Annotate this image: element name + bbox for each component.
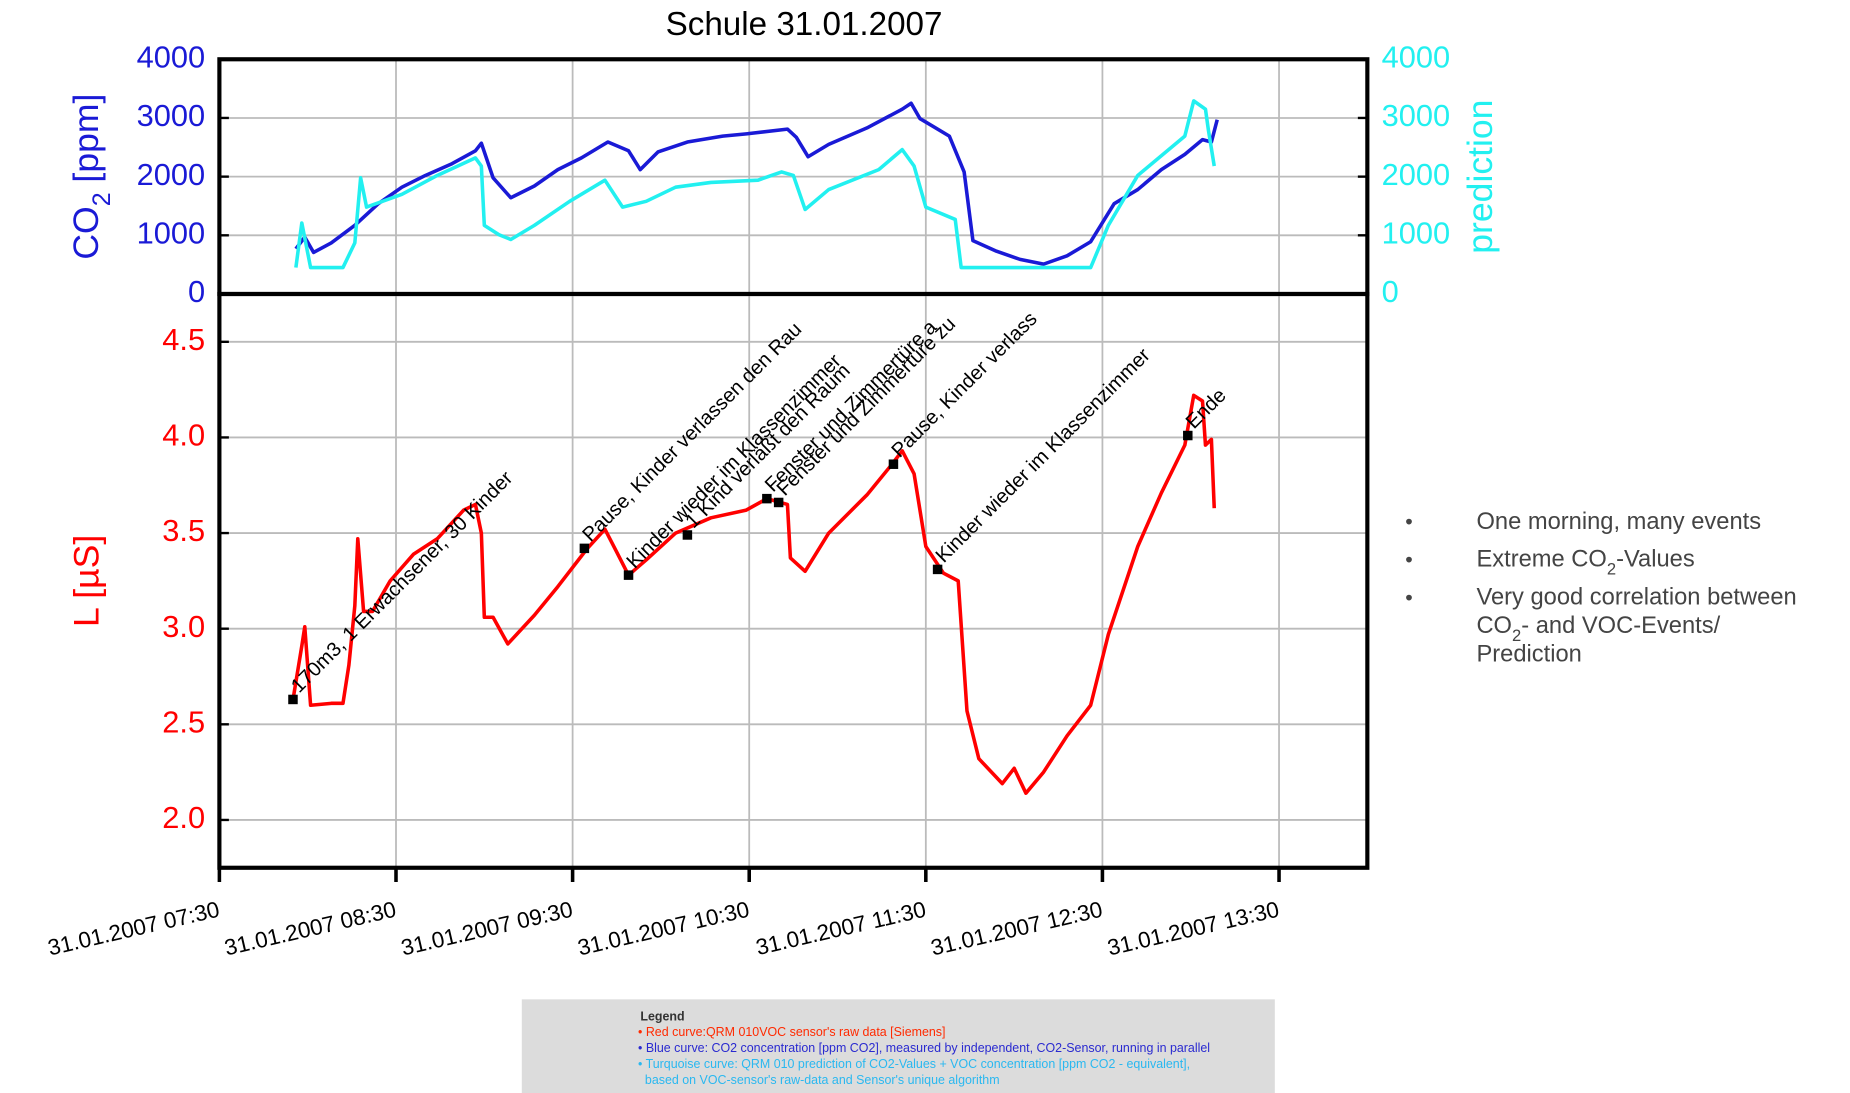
text-segment: Very good correlation between xyxy=(1476,585,1796,611)
text-segment: One morning, many events xyxy=(1476,509,1761,535)
series-line xyxy=(291,393,1217,795)
x-tick-label: 31.01.2007 09:30 xyxy=(399,897,575,961)
event-marker xyxy=(1183,430,1193,441)
y-tick-label: 0 xyxy=(188,274,205,309)
y-axis-label: L [µS] xyxy=(66,535,106,627)
note-text: One morning, many events xyxy=(1476,509,1761,535)
event-marker xyxy=(288,694,298,705)
text-segment: [ppm] xyxy=(66,94,106,193)
bullet: • xyxy=(1405,547,1412,571)
y-tick-label: 3.0 xyxy=(162,609,205,644)
subscript: 2 xyxy=(88,192,116,206)
legend-line: • Red curve:QRM 010VOC sensor's raw data… xyxy=(638,1025,945,1039)
x-tick-label: 31.01.2007 10:30 xyxy=(575,897,751,961)
chart-title: Schule 31.01.2007 xyxy=(666,6,943,43)
y2-tick-label: 3000 xyxy=(1382,98,1451,133)
bullet: • xyxy=(1405,585,1412,609)
y-tick-label: 4.0 xyxy=(162,418,205,453)
x-tick-label: 31.01.2007 08:30 xyxy=(222,897,398,961)
y-tick-label: 2.5 xyxy=(162,704,205,739)
y-tick-label: 4000 xyxy=(137,39,206,74)
y2-tick-label: 2000 xyxy=(1382,157,1451,192)
y-tick-label: 4.5 xyxy=(162,322,205,357)
series-line xyxy=(294,99,1216,270)
series-line xyxy=(294,101,1219,266)
subscript: 2 xyxy=(1512,626,1521,645)
event-marker xyxy=(773,497,784,508)
legend-line: • Blue curve: CO2 concentration [ppm CO2… xyxy=(638,1041,1210,1055)
text-segment: CO xyxy=(1476,613,1512,639)
plot-frame xyxy=(217,291,1370,870)
text-segment: -Values xyxy=(1616,547,1695,573)
x-tick-label: 31.01.2007 11:30 xyxy=(753,897,928,960)
text-segment: Extreme CO xyxy=(1476,547,1606,573)
legend-box xyxy=(521,999,1275,1093)
legend-line: based on VOC-sensor's raw-data and Senso… xyxy=(638,1073,1000,1087)
y-tick-label: 3.5 xyxy=(162,513,205,548)
y-tick-label: 1000 xyxy=(137,215,206,250)
event-marker xyxy=(932,564,943,575)
y-tick-label: 2000 xyxy=(137,157,206,192)
legend-line: • Turquoise curve: QRM 010 prediction of… xyxy=(638,1057,1190,1071)
text-segment: Prediction xyxy=(1476,642,1581,668)
y-tick-label: 2.0 xyxy=(162,800,205,835)
event-marker xyxy=(682,530,693,540)
y-axis-label: CO2 [ppm] xyxy=(66,94,115,260)
y2-axis-label: prediction xyxy=(1460,100,1500,254)
event-marker xyxy=(888,459,899,469)
event-marker xyxy=(579,543,590,554)
text-segment: CO xyxy=(66,206,106,259)
text-segment: - and VOC-Events/ xyxy=(1521,613,1720,639)
x-tick-label: 31.01.2007 13:30 xyxy=(1105,897,1281,961)
note-text: Extreme CO2-Values xyxy=(1476,547,1694,579)
note-text: Very good correlation between xyxy=(1476,585,1796,611)
note-text: Prediction xyxy=(1476,642,1581,668)
y2-tick-label: 1000 xyxy=(1382,215,1451,250)
legend-title: Legend xyxy=(640,1009,684,1023)
y2-tick-label: 0 xyxy=(1382,274,1399,309)
bullet: • xyxy=(1405,509,1412,533)
note-text: CO2- and VOC-Events/ xyxy=(1476,613,1720,645)
event-label: Ende xyxy=(1182,385,1231,434)
x-tick-label: 31.01.2007 12:30 xyxy=(928,897,1104,961)
x-tick-label: 31.01.2007 07:30 xyxy=(45,897,221,961)
y-tick-label: 3000 xyxy=(137,98,206,133)
y2-tick-label: 4000 xyxy=(1382,39,1451,74)
event-marker xyxy=(762,493,772,504)
event-marker xyxy=(623,570,634,580)
subscript: 2 xyxy=(1607,560,1616,579)
